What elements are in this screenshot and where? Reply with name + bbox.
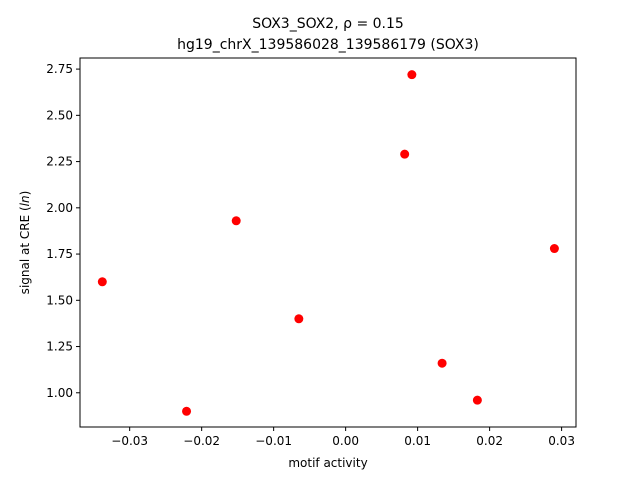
data-point (182, 406, 192, 416)
y-tick-label: 1.50 (46, 293, 73, 307)
data-point (472, 395, 482, 405)
chart-title-line2: hg19_chrX_139586028_139586179 (SOX3) (177, 37, 479, 53)
data-point (294, 314, 304, 324)
x-axis-label: motif activity (288, 456, 367, 470)
x-axis-ticks: −0.03 −0.02 −0.01 0.00 0.01 0.02 0.03 (111, 427, 575, 448)
y-axis-label-italic: ln (18, 195, 32, 206)
x-tick-label: 0.00 (332, 434, 359, 448)
data-point (97, 277, 107, 287)
data-point (407, 70, 417, 80)
x-tick-label: −0.01 (255, 434, 292, 448)
x-tick-label: 0.03 (548, 434, 575, 448)
y-tick-label: 2.25 (46, 155, 73, 169)
x-tick-label: −0.03 (111, 434, 148, 448)
x-tick-label: 0.01 (404, 434, 431, 448)
data-point (231, 216, 241, 226)
y-tick-label: 2.75 (46, 62, 73, 76)
y-axis-label-prefix: signal at CRE ( (18, 206, 32, 294)
y-tick-label: 2.50 (46, 108, 73, 122)
y-tick-label: 1.00 (46, 386, 73, 400)
y-tick-label: 2.00 (46, 201, 73, 215)
data-point (437, 358, 447, 368)
y-tick-label: 1.75 (46, 247, 73, 261)
data-point (400, 149, 410, 159)
data-points (97, 70, 559, 416)
y-axis-ticks: 1.00 1.25 1.50 1.75 2.00 2.25 2.50 2.75 (46, 62, 80, 400)
y-axis-label-suffix: ) (18, 191, 32, 196)
plot-area (80, 58, 576, 427)
data-point (549, 244, 559, 254)
plot-frame (79, 57, 577, 428)
x-tick-label: 0.02 (476, 434, 503, 448)
y-tick-label: 1.25 (46, 340, 73, 354)
y-axis-label: signal at CRE (ln) (18, 191, 32, 295)
chart-title-line1: SOX3_SOX2, ρ = 0.15 (252, 16, 404, 32)
x-tick-label: −0.02 (183, 434, 220, 448)
